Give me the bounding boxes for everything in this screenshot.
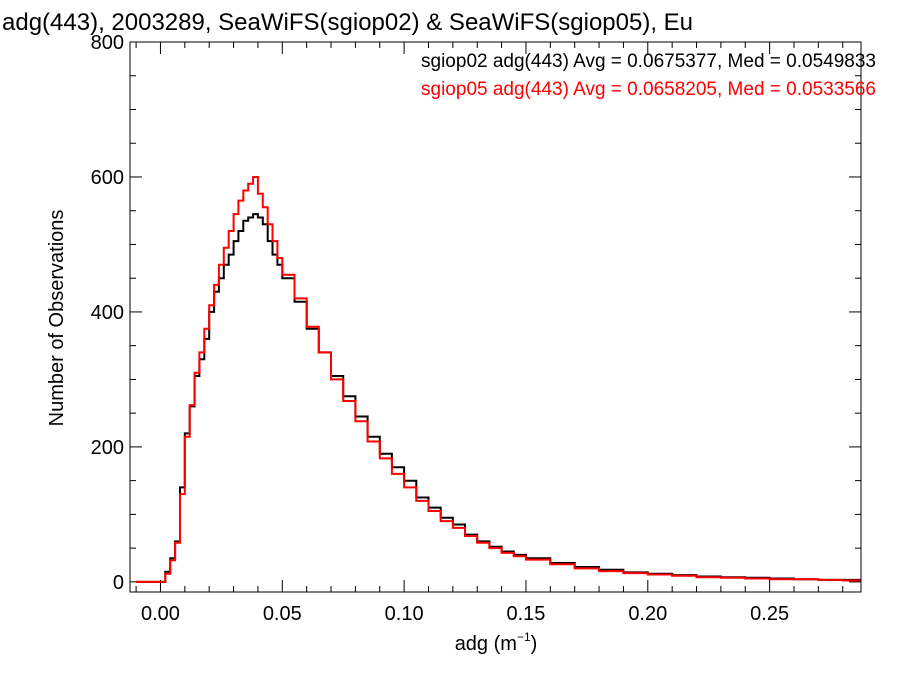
y-axis-ticks: 0 200 400 600 800 xyxy=(91,32,861,594)
legend-entry-sgiop02: sgiop02 adg(443) Avg = 0.0675377, Med = … xyxy=(421,51,876,72)
chart-title: adg(443), 2003289, SeaWiFS(sgiop02) & Se… xyxy=(2,9,693,36)
x-axis-label: adg (m−1) xyxy=(455,630,538,655)
x-axis-label-superscript: −1 xyxy=(517,630,531,644)
x-axis-ticks: 0.00 0.05 0.10 0.15 0.20 0.25 xyxy=(135,42,844,625)
series-layer xyxy=(136,176,861,583)
x-tick-label: 0.10 xyxy=(385,603,424,625)
y-tick-label: 400 xyxy=(91,302,124,324)
y-tick-label: 600 xyxy=(91,167,124,189)
legend: sgiop02 adg(443) Avg = 0.0675377, Med = … xyxy=(421,51,876,100)
series-line-sgiop05 xyxy=(136,176,861,583)
x-axis-label-main: adg (m xyxy=(455,633,517,655)
x-tick-label: 0.05 xyxy=(263,603,302,625)
y-tick-label: 800 xyxy=(91,32,124,54)
x-tick-label: 0.00 xyxy=(141,603,180,625)
y-axis-label: Number of Observations xyxy=(46,210,68,427)
x-tick-label: 0.20 xyxy=(628,603,667,625)
series-line-sgiop02 xyxy=(136,213,861,583)
x-tick-label: 0.15 xyxy=(506,603,545,625)
y-tick-label: 200 xyxy=(91,437,124,459)
legend-entry-sgiop05: sgiop05 adg(443) Avg = 0.0658205, Med = … xyxy=(421,79,876,100)
x-axis-label-close: ) xyxy=(531,633,538,655)
y-tick-label: 0 xyxy=(113,572,124,594)
x-tick-label: 0.25 xyxy=(750,603,789,625)
plot-frame xyxy=(129,41,862,593)
